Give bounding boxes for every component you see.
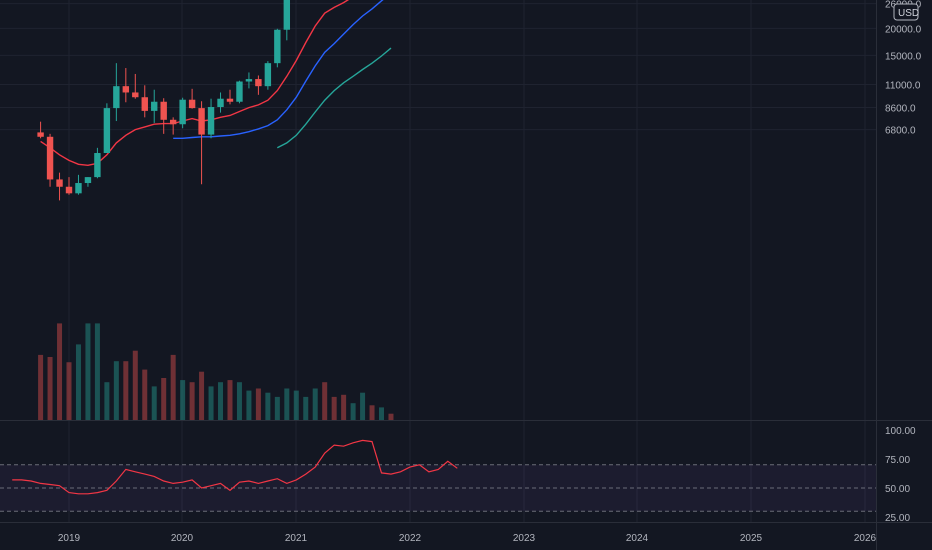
- volume-bar: [47, 357, 53, 420]
- candle-body: [226, 98, 234, 102]
- time-axis-tick-label: 2025: [740, 533, 763, 544]
- candle-body: [46, 136, 54, 180]
- oscillator-line: [12, 439, 458, 495]
- candle-body: [75, 183, 82, 194]
- candle-body: [151, 101, 158, 111]
- candle-body: [198, 108, 205, 135]
- volume-bar: [85, 323, 91, 420]
- candle-body: [113, 86, 120, 109]
- volume-bar: [57, 323, 63, 420]
- currency-label: USD: [898, 8, 919, 19]
- price-axis-tick-label: 11000.0: [885, 80, 921, 91]
- volume-bar: [38, 354, 44, 420]
- volume-bar: [142, 369, 148, 420]
- volume-bar: [236, 382, 242, 420]
- candle-body: [37, 132, 44, 137]
- candle-body: [245, 79, 253, 82]
- price-axis-tick-label: 6800.0: [885, 126, 916, 137]
- volume-bar: [180, 380, 186, 420]
- volume-bar: [322, 382, 328, 420]
- volume-bar: [123, 361, 129, 420]
- moving-average-line-3: [276, 47, 392, 149]
- candle-body: [179, 99, 186, 125]
- volume-bar: [227, 380, 233, 420]
- candle-body: [283, 0, 291, 30]
- time-axis-tick-label: 2022: [399, 533, 422, 544]
- candle-body: [132, 92, 139, 98]
- volume-bar: [170, 354, 176, 420]
- candle-body: [56, 179, 63, 187]
- candle-body: [255, 79, 262, 87]
- price-axis-tick-label: 20000.0: [885, 24, 922, 35]
- candle-body: [236, 81, 243, 102]
- volume-bar: [161, 378, 167, 420]
- candle-body: [103, 108, 111, 154]
- volume-bar: [208, 386, 214, 420]
- candle-body: [188, 99, 196, 109]
- price-axis-tick-label: 15000.0: [885, 51, 922, 62]
- volume-bar: [341, 394, 347, 420]
- volume-bar: [360, 392, 366, 420]
- volume-bar: [246, 390, 252, 420]
- volume-bar: [218, 382, 224, 420]
- time-axis-tick-label: 2021: [285, 533, 308, 544]
- volume-bar: [75, 344, 81, 420]
- oscillator-axis-tick-label: 50.00: [885, 484, 910, 495]
- volume-bar: [369, 405, 375, 420]
- volume-bar: [274, 396, 280, 420]
- volume-bar: [113, 361, 119, 420]
- volume-bar: [312, 388, 318, 420]
- volume-bar: [104, 382, 110, 420]
- volume-bar: [94, 323, 100, 420]
- candle-body: [160, 101, 167, 120]
- volume-bar: [132, 350, 138, 420]
- time-axis-tick-label: 2024: [626, 533, 649, 544]
- oscillator-axis-tick-label: 100.00: [885, 426, 916, 437]
- candle-body: [207, 107, 215, 135]
- moving-average-line-2: [173, 0, 384, 139]
- volume-bar: [66, 362, 72, 420]
- candle-body: [274, 29, 281, 64]
- volume-bar: [350, 403, 356, 420]
- candle-body: [264, 63, 272, 87]
- volume-bar: [255, 388, 261, 420]
- candle-body: [65, 186, 73, 194]
- volume-bar: [388, 413, 394, 420]
- candle-body: [217, 98, 224, 108]
- volume-bar: [265, 392, 271, 420]
- volume-bar: [379, 407, 385, 420]
- price-axis-tick-label: 8600.0: [885, 104, 916, 115]
- oscillator-axis-tick-label: 25.00: [885, 513, 910, 524]
- candle-body: [94, 153, 101, 178]
- currency-badge: [893, 3, 919, 21]
- volume-bar: [293, 390, 299, 420]
- volume-bar: [151, 386, 157, 420]
- time-axis-tick-label: 2019: [58, 533, 81, 544]
- volume-bar: [189, 382, 195, 420]
- volume-bar: [199, 371, 205, 420]
- candle-body: [84, 177, 92, 184]
- volume-bar: [303, 396, 309, 420]
- oscillator-axis-tick-label: 75.00: [885, 455, 910, 466]
- volume-bar: [284, 388, 290, 420]
- time-axis-tick-label: 2020: [171, 533, 194, 544]
- candle-body: [141, 97, 148, 111]
- candle-body: [169, 119, 177, 125]
- time-axis-tick-label: 2026: [854, 533, 877, 544]
- volume-bar: [331, 396, 337, 420]
- candle-body: [122, 86, 130, 93]
- time-axis-tick-label: 2023: [513, 533, 536, 544]
